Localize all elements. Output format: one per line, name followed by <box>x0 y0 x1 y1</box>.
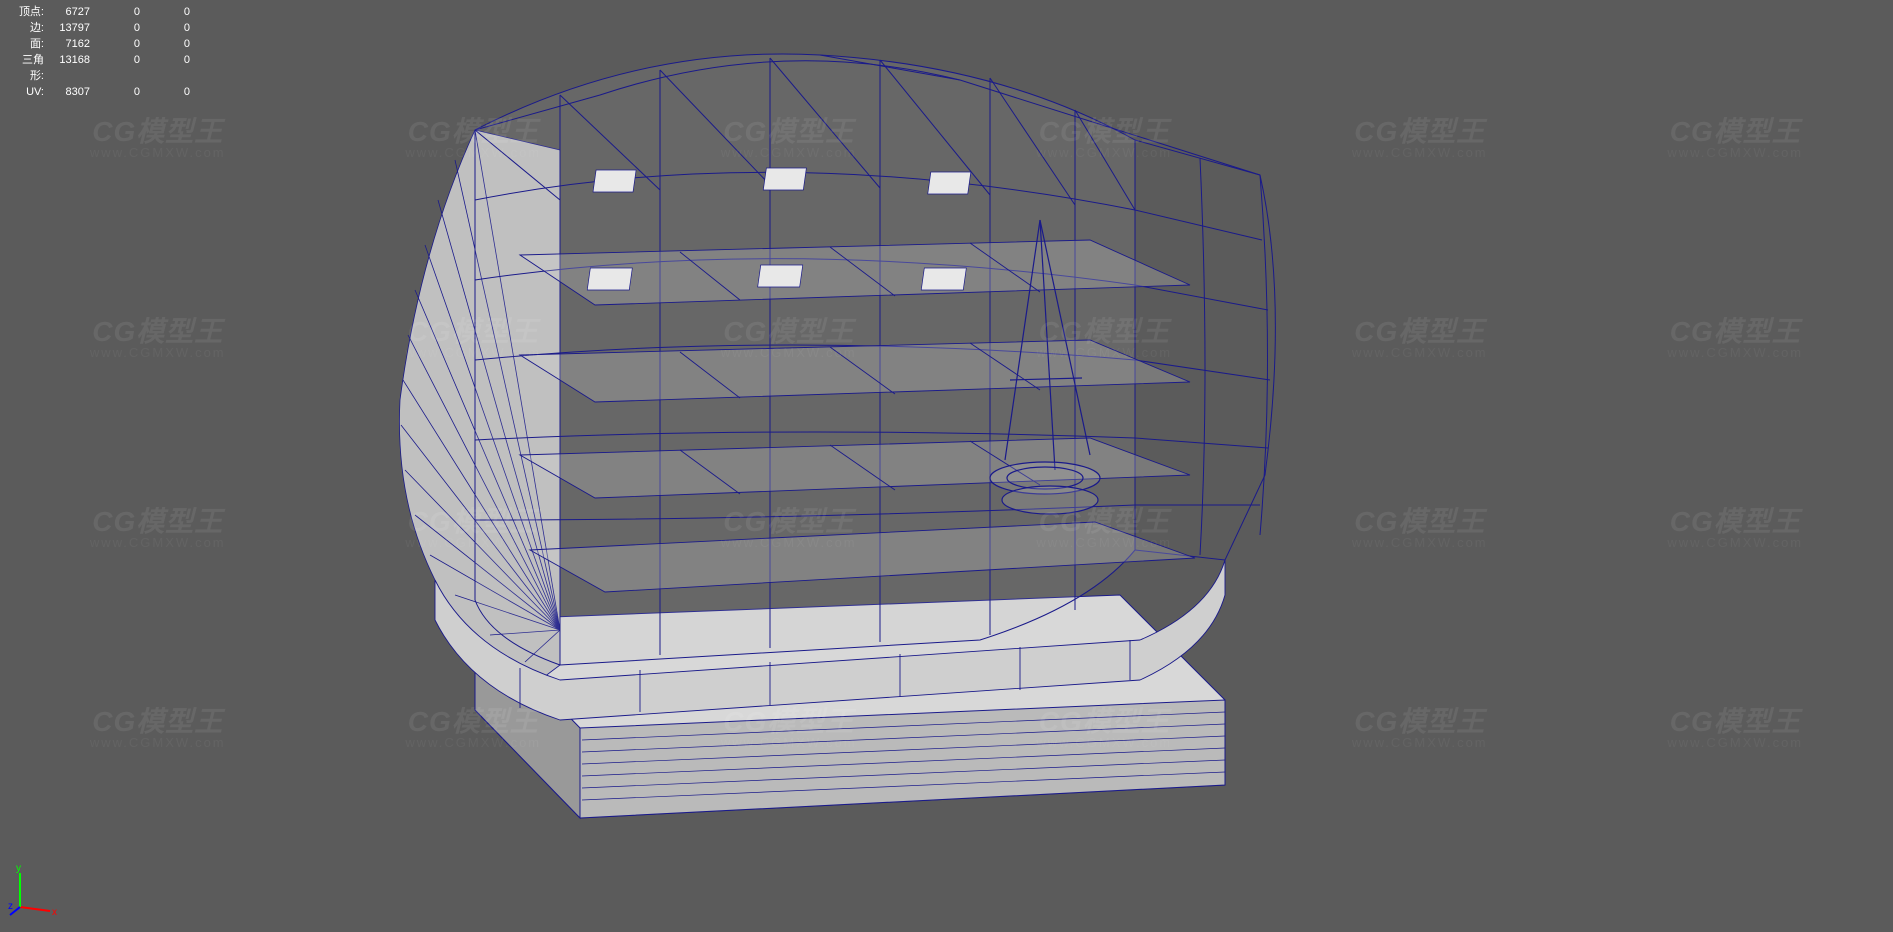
stats-value: 0 <box>100 52 150 84</box>
stats-row-edges: 边: 13797 0 0 <box>10 20 200 36</box>
stats-value: 0 <box>150 36 200 52</box>
polycount-hud: 顶点: 6727 0 0 边: 13797 0 0 面: 7162 0 0 三角… <box>10 4 200 100</box>
stats-value: 8307 <box>50 84 100 100</box>
stats-value: 7162 <box>50 36 100 52</box>
stats-label: UV: <box>10 84 50 100</box>
stats-label: 顶点: <box>10 4 50 20</box>
stats-row-tris: 三角形: 13168 0 0 <box>10 52 200 84</box>
z-axis-label: z <box>8 901 13 912</box>
stats-value: 6727 <box>50 4 100 20</box>
stats-value: 0 <box>100 84 150 100</box>
stats-value: 0 <box>100 20 150 36</box>
stats-row-verts: 顶点: 6727 0 0 <box>10 4 200 20</box>
stats-row-uvs: UV: 8307 0 0 <box>10 84 200 100</box>
x-axis-line <box>20 907 50 911</box>
stats-label: 边: <box>10 20 50 36</box>
stats-value: 0 <box>150 52 200 84</box>
stats-label: 面: <box>10 36 50 52</box>
x-axis-label: x <box>52 907 57 918</box>
stats-value: 0 <box>100 36 150 52</box>
stats-value: 13168 <box>50 52 100 84</box>
stats-value: 0 <box>150 20 200 36</box>
stats-label: 三角形: <box>10 52 50 84</box>
stats-value: 0 <box>150 4 200 20</box>
stats-value: 0 <box>150 84 200 100</box>
axis-gizmo-svg: x y z <box>8 859 68 919</box>
stats-value: 13797 <box>50 20 100 36</box>
viewport-3d[interactable] <box>0 0 1893 927</box>
stats-row-faces: 面: 7162 0 0 <box>10 36 200 52</box>
model-wireframe <box>0 0 1893 927</box>
axis-gizmo[interactable]: x y z <box>8 859 68 919</box>
stats-value: 0 <box>100 4 150 20</box>
y-axis-label: y <box>16 863 21 874</box>
